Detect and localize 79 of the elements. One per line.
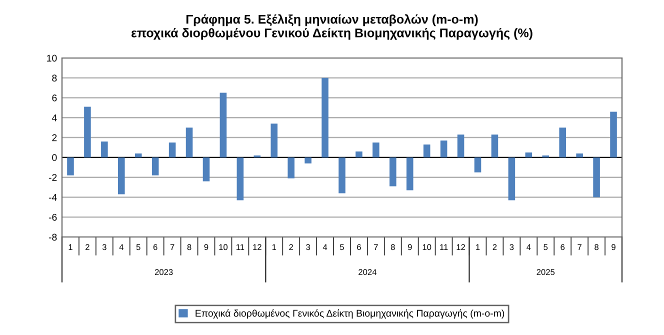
x-tick-label: 10 <box>219 244 228 250</box>
bar <box>390 157 396 186</box>
bar <box>67 157 74 176</box>
x-tick-label: 1 <box>68 244 72 250</box>
bar <box>372 142 380 158</box>
x-tick-label: 9 <box>204 244 208 250</box>
x-tick-label: 2 <box>289 244 293 250</box>
bar <box>593 157 600 198</box>
y-tick-label: -2 <box>48 174 57 181</box>
bar <box>610 112 617 158</box>
bar <box>236 157 244 200</box>
bar <box>101 142 108 158</box>
bar <box>168 142 176 158</box>
x-tick-label: 11 <box>236 244 244 250</box>
x-tick-label: 5 <box>136 244 140 250</box>
x-tick-label: 7 <box>374 244 378 250</box>
text: 2025 <box>536 269 555 276</box>
bar <box>288 157 294 178</box>
x-tick-label: 11 <box>440 244 448 250</box>
x-tick-label: 3 <box>102 244 106 250</box>
y-tick-label: -6 <box>48 214 57 221</box>
bar <box>118 157 125 194</box>
bar <box>186 128 193 158</box>
x-tick-label: 12 <box>456 244 466 250</box>
bar <box>440 140 448 158</box>
y-tick-label: -8 <box>48 234 57 241</box>
bar <box>474 157 482 172</box>
x-tick-label: 2 <box>492 244 497 250</box>
x-tick-label: 5 <box>340 244 344 250</box>
x-tick-label: 3 <box>306 244 310 250</box>
text: 2024 <box>358 269 376 276</box>
bar <box>559 128 566 158</box>
bar <box>525 152 532 158</box>
x-tick-label: 8 <box>187 244 192 250</box>
x-tick-label: 6 <box>357 244 361 250</box>
y-tick-label: 2 <box>52 134 57 142</box>
x-tick-label: 2 <box>86 244 90 250</box>
x-tick-label: 5 <box>544 244 548 250</box>
bar <box>356 151 362 158</box>
bar <box>202 157 210 182</box>
x-tick-label: 12 <box>253 244 262 250</box>
bar <box>491 134 498 158</box>
x-tick-label: 7 <box>170 244 174 250</box>
x-tick-label: 4 <box>526 244 531 250</box>
x-tick-label: 1 <box>476 244 480 250</box>
x-tick-label: 9 <box>408 244 412 250</box>
x-tick-label: 10 <box>422 244 432 250</box>
x-tick-label: 6 <box>560 244 565 250</box>
y-tick-label: 10 <box>47 54 57 62</box>
y-tick-label: 6 <box>52 94 57 102</box>
bar <box>576 153 583 158</box>
x-tick-label: 6 <box>153 244 158 250</box>
y-tick-label: 4 <box>52 114 57 122</box>
x-tick-label: 8 <box>390 244 395 250</box>
chart-title: Γράφημα 5. Εξέλιξη μηνιαίων μεταβολών (m-o-m) εποχικά διορθωμένου Γενικού Δείκτη Βιομηχανικής Παραγωγής (%) <box>132 14 532 40</box>
x-tick-label: 7 <box>578 244 582 250</box>
bar <box>423 144 430 158</box>
x-tick-label: 9 <box>612 244 616 250</box>
x-tick-label: 1 <box>272 244 276 250</box>
x-tick-label: 3 <box>510 244 514 250</box>
bar <box>152 157 159 176</box>
bar <box>457 134 464 158</box>
bar <box>270 124 278 158</box>
bar <box>134 153 142 158</box>
bar <box>220 92 227 158</box>
x-tick-label: 4 <box>119 244 124 250</box>
bar <box>322 78 328 158</box>
x-tick-label: 8 <box>594 244 598 250</box>
text: 2023 <box>154 269 173 276</box>
bar <box>406 157 414 190</box>
x-tick-label: 4 <box>322 244 328 250</box>
y-tick-label: 8 <box>52 74 57 82</box>
bar <box>84 106 91 158</box>
bar <box>508 157 516 200</box>
y-tick-label: -4 <box>48 194 57 201</box>
bar <box>304 157 312 164</box>
legend-label: Εποχικά διορθωμένος Γενικός Δείκτη Βιομηχανικής Παραγωγής (m-o-m) <box>196 309 504 319</box>
bar <box>338 157 346 194</box>
y-tick-label: 0 <box>52 154 57 162</box>
